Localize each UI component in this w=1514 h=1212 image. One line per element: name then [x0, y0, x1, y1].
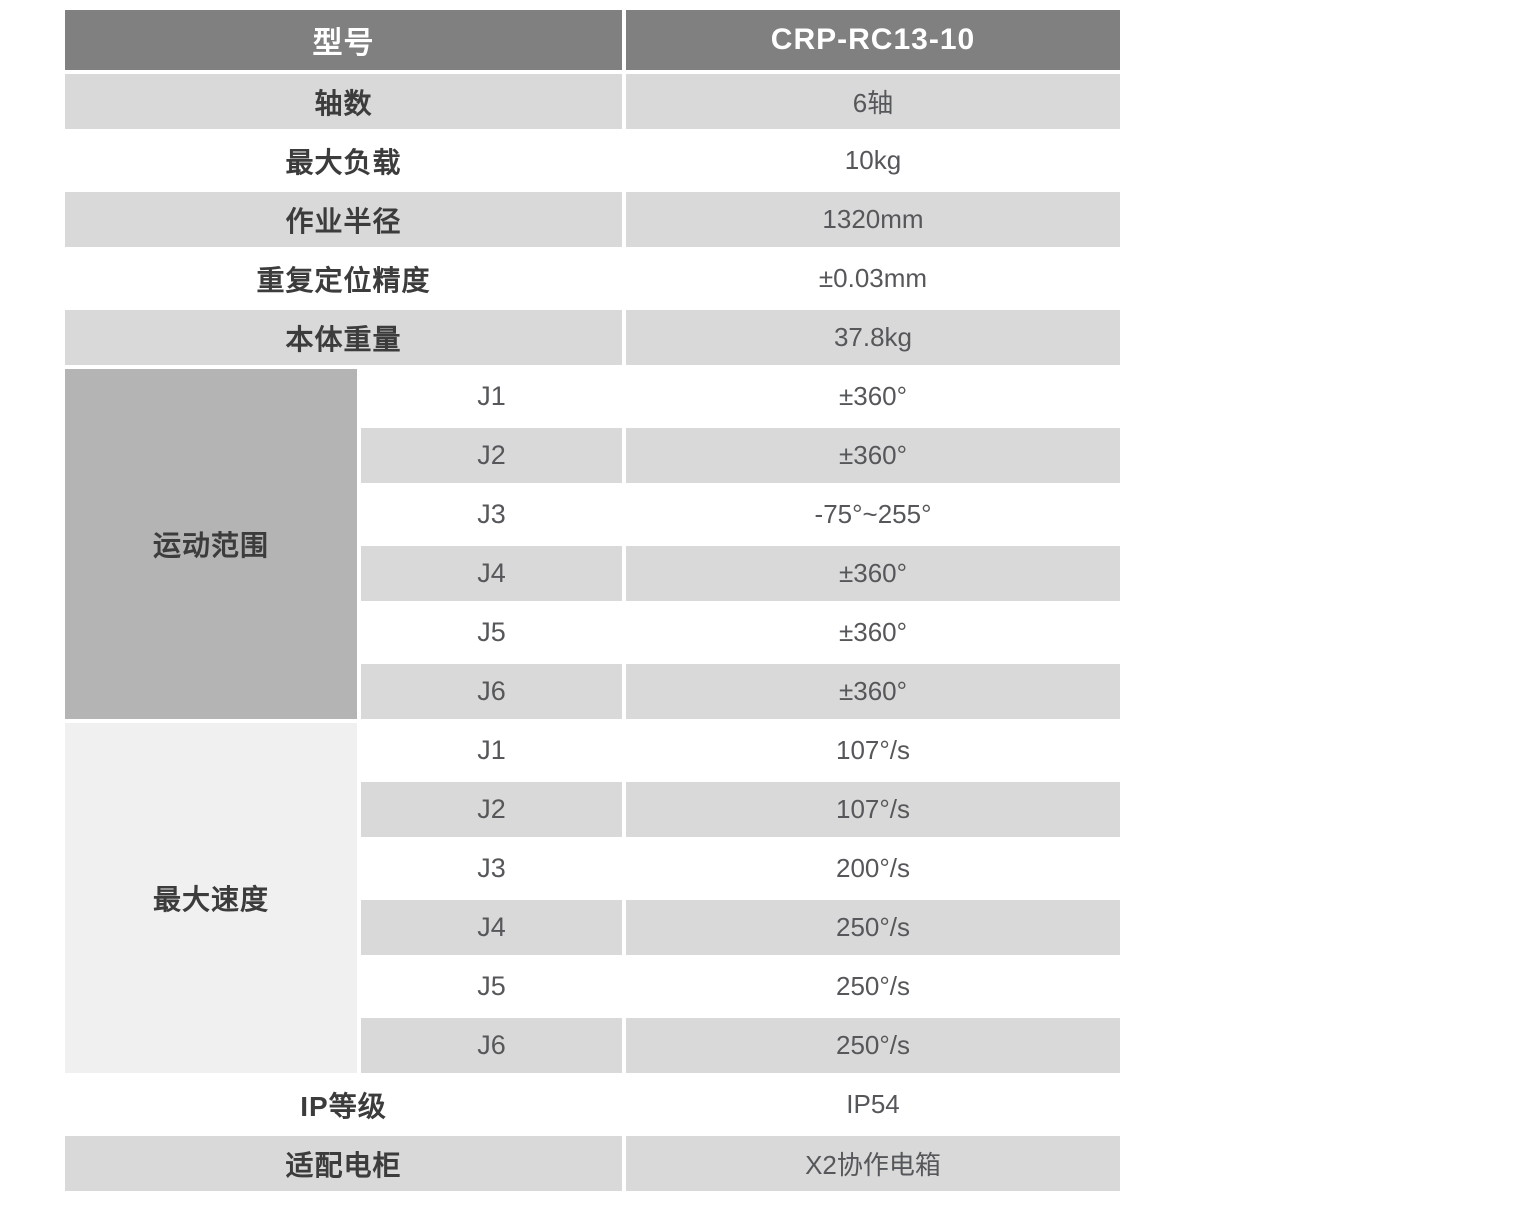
- speed-j6-joint: J6: [361, 1018, 622, 1073]
- speed-j5-value: 250°/s: [626, 959, 1120, 1014]
- row-axes-label: 轴数: [65, 74, 622, 129]
- motion-j3-value: -75°~255°: [626, 487, 1120, 542]
- motion-j2-value: ±360°: [626, 428, 1120, 483]
- speed-j6-value: 250°/s: [626, 1018, 1120, 1073]
- row-body-weight-label: 本体重量: [65, 310, 622, 365]
- row-payload-label: 最大负载: [65, 133, 622, 188]
- max-speed-section-label: 最大速度: [65, 723, 357, 1073]
- motion-range-section-label: 运动范围: [65, 369, 357, 719]
- speed-j3-value: 200°/s: [626, 841, 1120, 896]
- row-repeatability-label: 重复定位精度: [65, 251, 622, 306]
- row-axes-value: 6轴: [626, 74, 1120, 129]
- header-model-value: CRP-RC13-10: [626, 10, 1120, 70]
- motion-j6-value: ±360°: [626, 664, 1120, 719]
- row-ip-rating-label: IP等级: [65, 1077, 622, 1132]
- speed-j2-joint: J2: [361, 782, 622, 837]
- row-cabinet-value: X2协作电箱: [626, 1136, 1120, 1191]
- motion-j1-joint: J1: [361, 369, 622, 424]
- speed-j5-joint: J5: [361, 959, 622, 1014]
- speed-j4-joint: J4: [361, 900, 622, 955]
- motion-j1-value: ±360°: [626, 369, 1120, 424]
- row-reach-label: 作业半径: [65, 192, 622, 247]
- speed-j4-value: 250°/s: [626, 900, 1120, 955]
- robot-spec-table: 型号 CRP-RC13-10 轴数 6轴 最大负载 10kg 作业半径 1320…: [65, 10, 1120, 1191]
- motion-j4-value: ±360°: [626, 546, 1120, 601]
- motion-j2-joint: J2: [361, 428, 622, 483]
- speed-j1-joint: J1: [361, 723, 622, 778]
- motion-j6-joint: J6: [361, 664, 622, 719]
- row-reach-value: 1320mm: [626, 192, 1120, 247]
- speed-j3-joint: J3: [361, 841, 622, 896]
- motion-j4-joint: J4: [361, 546, 622, 601]
- row-repeatability-value: ±0.03mm: [626, 251, 1120, 306]
- motion-j5-value: ±360°: [626, 605, 1120, 660]
- motion-j5-joint: J5: [361, 605, 622, 660]
- row-ip-rating-value: IP54: [626, 1077, 1120, 1132]
- header-model-label: 型号: [65, 10, 622, 70]
- speed-j2-value: 107°/s: [626, 782, 1120, 837]
- row-body-weight-value: 37.8kg: [626, 310, 1120, 365]
- row-cabinet-label: 适配电柜: [65, 1136, 622, 1191]
- row-payload-value: 10kg: [626, 133, 1120, 188]
- speed-j1-value: 107°/s: [626, 723, 1120, 778]
- motion-j3-joint: J3: [361, 487, 622, 542]
